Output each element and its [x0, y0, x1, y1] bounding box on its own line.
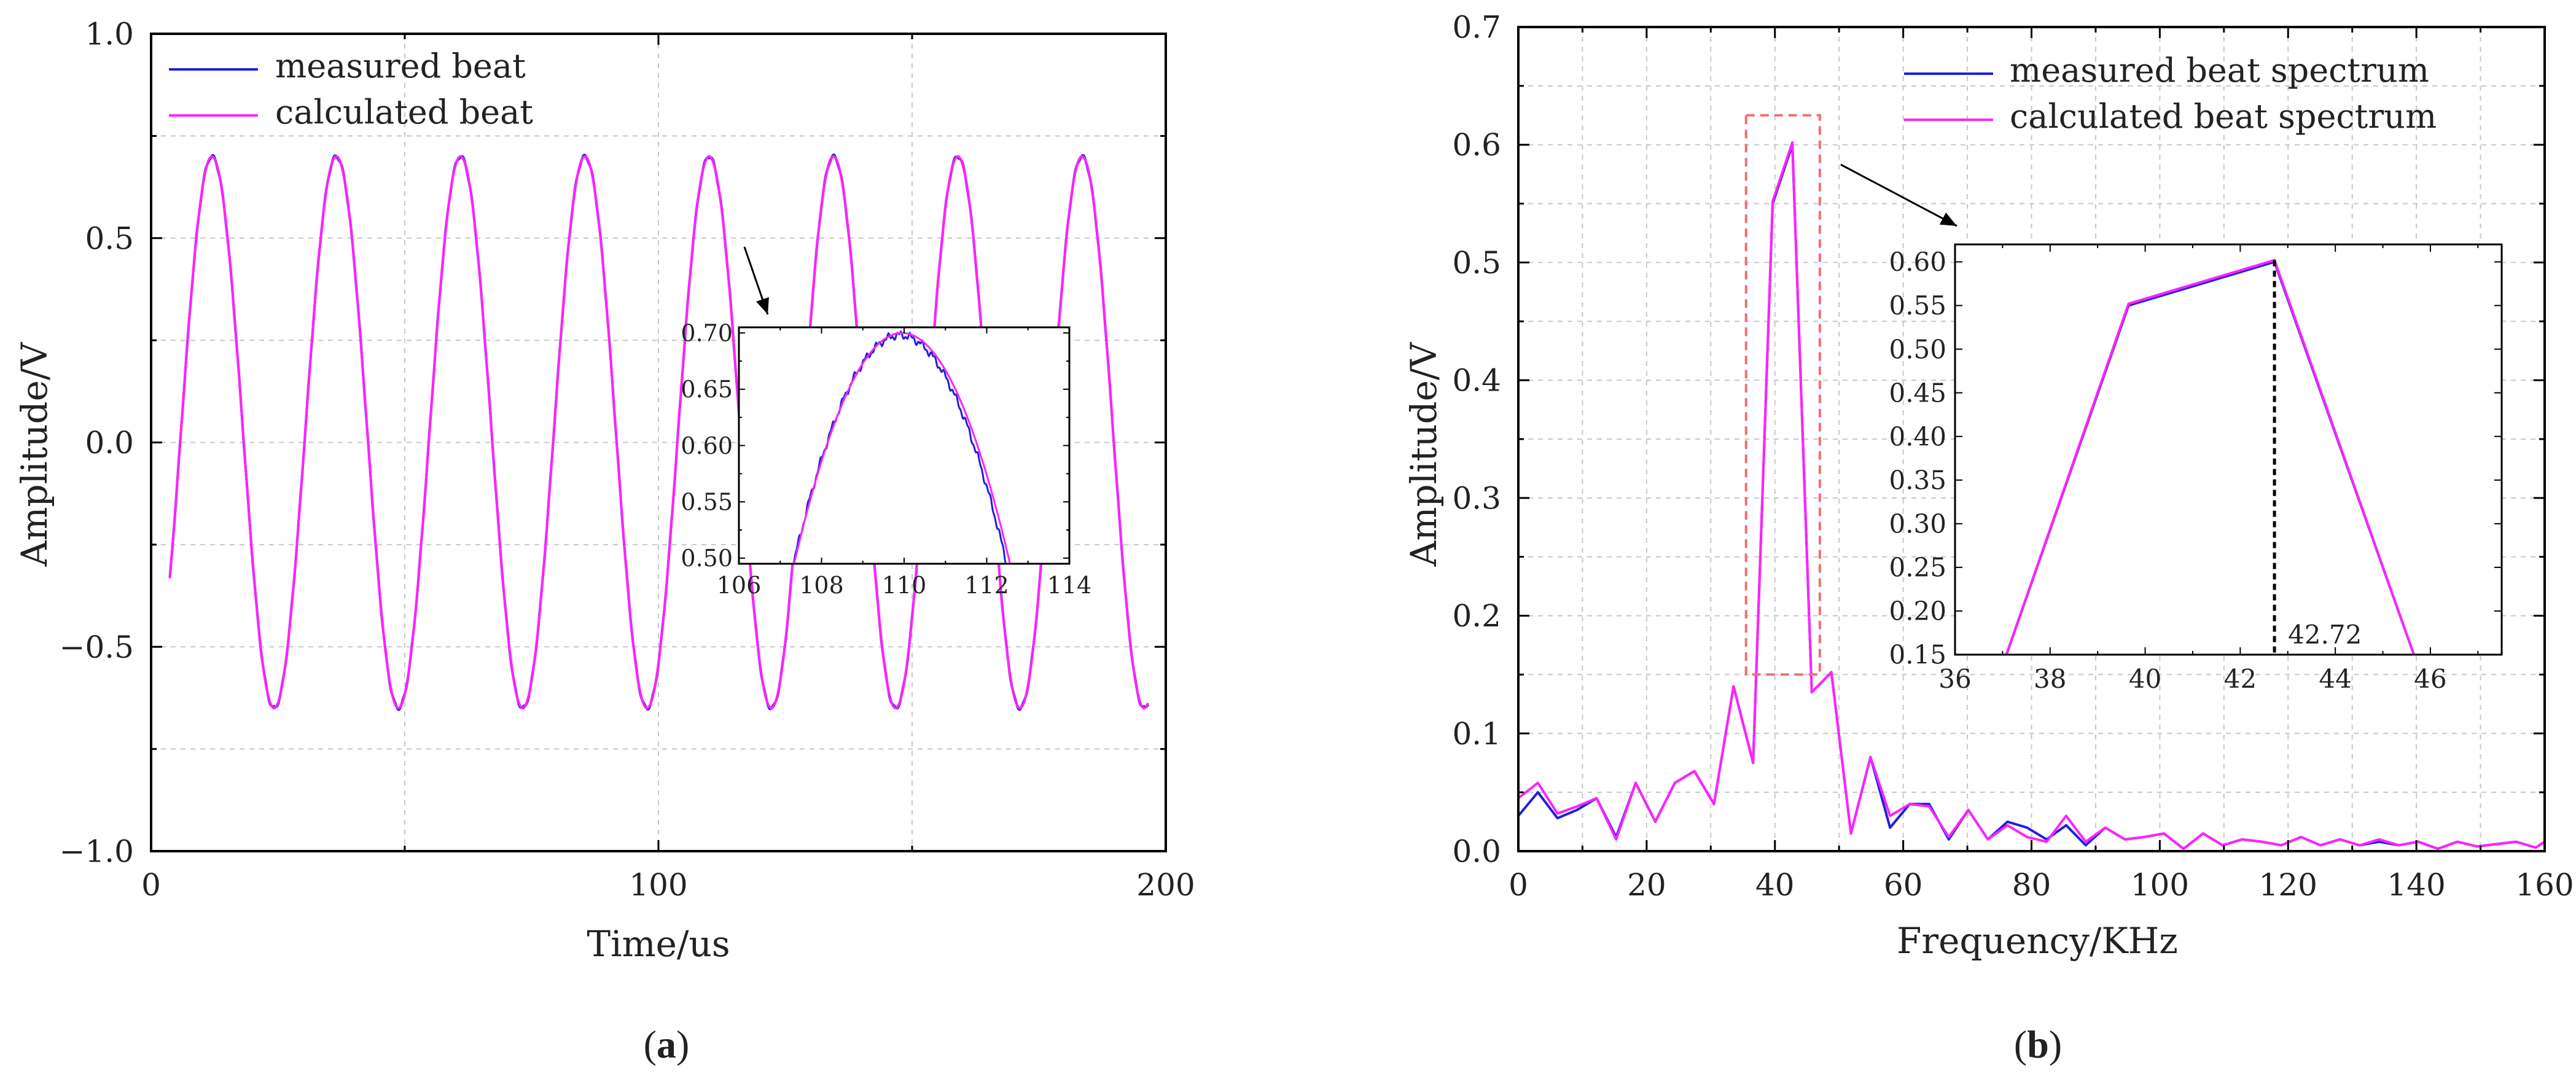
x-tick-label: 38: [2034, 664, 2066, 694]
panel-a-caption: (a): [644, 1023, 690, 1066]
legend-label-calculated-spectrum: calculated beat spectrum: [2010, 97, 2437, 136]
y-tick-label: 0.15: [1889, 640, 1946, 670]
x-tick-label: 106: [717, 572, 762, 599]
y-tick-label: 0.50: [1889, 334, 1946, 364]
series-line-calculated-spectrum: [1517, 141, 2546, 851]
x-tick-label: 112: [964, 572, 1009, 599]
y-tick-label: 0.30: [1889, 509, 1946, 539]
y-tick-label: 0.60: [1889, 247, 1946, 277]
y-tick-label: 0.20: [1889, 596, 1946, 626]
legend-label-measured: measured beat: [275, 47, 526, 85]
inset-series: [2005, 259, 2416, 655]
inset-background: [739, 327, 1069, 564]
x-tick-label: 40: [1755, 867, 1795, 903]
x-tick-label: 100: [2131, 867, 2189, 903]
y-tick-label: 0.1: [1452, 716, 1501, 752]
x-tick-label: 0: [141, 867, 161, 903]
x-tick-label: 100: [629, 867, 687, 903]
y-tick-label: 0.5: [85, 220, 134, 256]
panel-a-x-axis-label: Time/us: [587, 923, 730, 965]
panel-a-ticks: 0 100 200 −1.0 −0.5 0.0 0.5 1.0: [60, 17, 1195, 903]
x-tick-label: 140: [2387, 867, 2445, 903]
panel-b-caption: (b): [2014, 1023, 2062, 1066]
panel-b-caption-letter: b: [2027, 1023, 2049, 1066]
x-tick-label: 200: [1136, 867, 1195, 903]
x-tick-label: 40: [2129, 664, 2161, 694]
panel-a-zoom-box: [743, 246, 769, 315]
y-tick-label: 0.5: [1452, 245, 1501, 281]
zoom-region-box: [1744, 114, 1821, 676]
y-tick-label: 0.3: [1452, 480, 1501, 516]
y-tick-label: 0.40: [1889, 421, 1946, 451]
panel-b-zoom-box: [1744, 114, 1957, 676]
panel-a-y-axis-label: Amplitude/V: [14, 342, 55, 567]
y-tick-label: 0.70: [681, 319, 733, 346]
legend-label-measured-spectrum: measured beat spectrum: [2010, 51, 2429, 90]
x-tick-label: 42: [2224, 664, 2257, 694]
x-tick-label: 160: [2515, 867, 2574, 903]
inset-line-calculated: [2005, 259, 2416, 655]
y-tick-label: 0.55: [681, 488, 733, 515]
peak-marker-label: 42.72: [2288, 620, 2362, 650]
y-tick-label: 0.0: [1452, 834, 1501, 870]
x-tick-label: 110: [882, 572, 927, 599]
y-tick-label: 0.35: [1889, 465, 1946, 495]
panel-a-caption-letter: a: [657, 1023, 676, 1066]
x-tick-label: 20: [1627, 867, 1666, 903]
panel-b-y-axis-label: Amplitude/V: [1403, 342, 1445, 567]
y-tick-label: −1.0: [60, 834, 134, 870]
y-tick-label: 0.55: [1889, 290, 1946, 321]
legend-label-calculated: calculated beat: [275, 93, 533, 131]
panel-a: 0 100 200 −1.0 −0.5 0.0 0.5 1.0 106 108 110 112 114…: [14, 17, 1195, 1067]
y-tick-label: 0.60: [681, 432, 733, 459]
panel-b-series: [1517, 141, 2546, 851]
panel-b-ticks: 0 20 40 60 80 100 120 140 1600.00.10.20.30.40.50…: [1452, 10, 2574, 903]
x-tick-label: 0: [1509, 867, 1528, 903]
zoom-arrow-head: [1939, 212, 1957, 226]
x-tick-label: 80: [2012, 867, 2051, 903]
inset-background: [1955, 244, 2502, 655]
x-tick-label: 114: [1047, 572, 1092, 599]
y-tick-label: −0.5: [60, 629, 134, 665]
y-tick-label: 0.7: [1452, 10, 1501, 45]
x-tick-label: 46: [2414, 664, 2446, 694]
x-tick-label: 108: [799, 572, 844, 599]
y-tick-label: 0.25: [1889, 553, 1946, 583]
panel-b-legend: measured beat spectrum calculated beat s…: [1904, 51, 2437, 136]
zoom-arrow-head: [756, 297, 769, 314]
inset-frame: [1954, 243, 2503, 656]
y-tick-label: 0.65: [681, 376, 733, 403]
x-tick-label: 60: [1884, 867, 1923, 903]
y-tick-label: 0.50: [681, 545, 733, 572]
x-tick-label: 36: [1938, 664, 1971, 694]
y-tick-label: 0.45: [1889, 378, 1946, 408]
panel-a-inset: 106 108 110 112 114 0.50 0.55 0.60 0.65 0.70: [681, 319, 1092, 599]
y-tick-label: 0.4: [1452, 363, 1501, 399]
y-tick-label: 0.6: [1452, 127, 1501, 163]
panel-b-inset: 42.72 36 38 40 42 44 46 0.15 0.20 0.25 0.30 0.35 0.4…: [1889, 243, 2503, 694]
x-tick-label: 44: [2319, 664, 2351, 694]
y-tick-label: 0.0: [85, 425, 134, 461]
y-tick-label: 0.2: [1452, 598, 1501, 634]
x-tick-label: 120: [2259, 867, 2317, 903]
zoom-arrow-line: [1840, 163, 1957, 227]
panel-b-x-axis-label: Frequency/KHz: [1897, 920, 2178, 962]
y-tick-label: 1.0: [85, 17, 134, 52]
panel-b: 0 20 40 60 80 100 120 140 1600.00.10.20.30.40.50…: [1403, 10, 2574, 1067]
panel-a-legend: measured beat calculated beat: [169, 47, 533, 131]
